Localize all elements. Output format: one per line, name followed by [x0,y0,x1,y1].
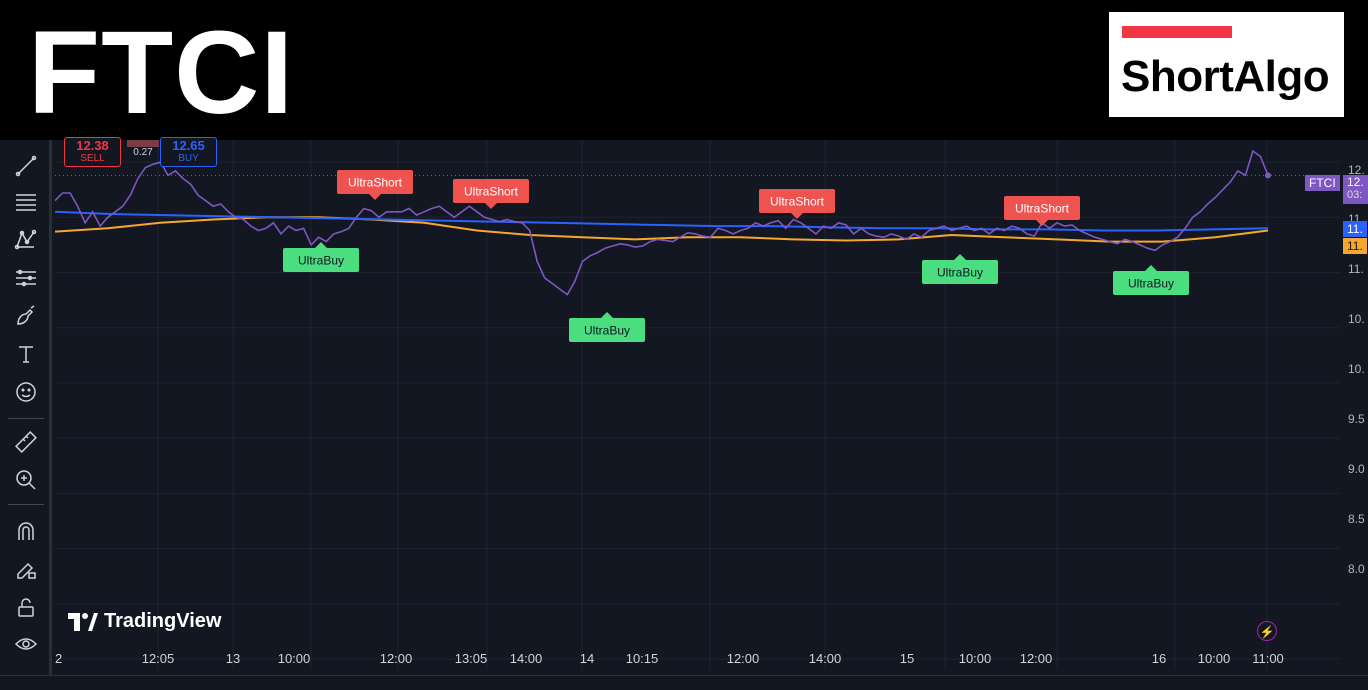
time-axis-label: 10:15 [625,651,659,666]
tradingview-logo-icon [68,612,98,631]
ruler-icon[interactable] [10,426,42,458]
time-axis-label: 13 [225,651,241,666]
ultrabuy-signal: UltraBuy [1113,265,1189,295]
unlock-icon[interactable] [10,592,42,624]
last-price-tag: 12. 03: [1343,175,1368,204]
buy-button[interactable]: 12.65 BUY [160,137,217,167]
buy-price: 12.65 [172,138,205,153]
ultrashort-signal: UltraShort [1004,196,1080,226]
text-icon[interactable] [10,338,42,370]
time-axis-label: 12:00 [379,651,413,666]
watermark-text: TradingView [104,610,222,632]
time-axis-label: 16 [1151,651,1167,666]
fib-retracement-icon[interactable] [10,186,42,218]
spread-indicator: 0.27 [127,140,159,158]
signal-label: UltraShort [348,176,403,190]
price-axis-label: 12. [1348,163,1365,177]
price-chart[interactable]: UltraBuy UltraShort UltraShort UltraBuy Ultr… [55,140,1340,670]
sell-button[interactable]: 12.38 SELL [64,137,121,167]
tradingview-watermark: TradingView [68,610,221,633]
ultrabuy-signal: UltraBuy [922,254,998,284]
price-axis-label: 9.5 [1348,412,1365,426]
ma-orange-tag: 11. [1343,238,1367,254]
video-header-banner: FTCI ShortAlgo [0,0,1368,140]
signal-label: UltraShort [464,185,519,199]
price-line [55,149,1269,296]
sell-label: SELL [80,153,105,164]
last-price-countdown: 03: [1347,189,1363,201]
signal-label: UltraBuy [584,324,630,338]
lock-drawing-icon[interactable] [10,554,42,586]
forecast-icon[interactable] [10,262,42,294]
signal-label: UltraShort [1015,202,1070,216]
trend-line-icon[interactable] [10,150,42,182]
buy-label: BUY [178,153,199,164]
spread-value: 0.27 [133,147,153,158]
sell-price: 12.38 [76,138,109,153]
shortalgo-logo: ShortAlgo [1109,12,1344,117]
time-axis-label: 11:00 [1252,651,1284,666]
price-axis-label: 9.0 [1348,462,1365,476]
time-axis-label: 14 [579,651,595,666]
time-axis-label: 13:05 [454,651,488,666]
ultrabuy-signal: UltraBuy [283,242,359,272]
price-axis-label: 11. [1348,262,1364,276]
price-axis-label: 10. [1348,362,1365,376]
ultrabuy-signal: UltraBuy [569,312,645,342]
lightning-icon[interactable]: ⚡ [1257,621,1277,641]
price-axis-label: 8.5 [1348,512,1365,526]
last-price-value: 12. [1347,175,1364,189]
bottom-toolbar [0,675,1368,690]
time-axis-label: 12:00 [726,651,760,666]
time-axis[interactable]: 2 12:05 13 10:00 12:00 13:05 14:00 14 10:15 12:00… [55,645,1368,675]
price-axis[interactable]: 12. 11. 11. 10. 10. 9.5 9.0 8.5 8.0 [1340,140,1368,670]
signal-label: UltraBuy [937,266,983,280]
signal-label: UltraShort [770,195,825,209]
toolbar-divider [8,418,44,419]
signal-label: UltraBuy [298,254,344,268]
time-axis-label: 12:00 [1019,651,1053,666]
magnet-icon[interactable] [10,516,42,548]
time-axis-label: 10:00 [958,651,992,666]
ticker-title: FTCI [28,7,295,139]
emoji-icon[interactable] [10,376,42,408]
last-price-dot [1265,172,1271,179]
logo-red-bar [1122,26,1232,38]
ma-long-line [55,210,1269,232]
eye-icon[interactable] [10,628,42,660]
brush-icon[interactable] [10,300,42,332]
pattern-icon[interactable] [10,224,42,256]
ultrashort-signal: UltraShort [337,170,413,200]
price-axis-label: 8.0 [1348,562,1365,576]
drawing-toolbar [0,140,52,689]
symbol-tag: FTCI [1305,175,1340,191]
ultrashort-signal: UltraShort [759,189,835,219]
ultrashort-signal: UltraShort [453,179,529,209]
signal-label: UltraBuy [1128,277,1174,291]
logo-text: ShortAlgo [1121,52,1330,101]
time-axis-label: 14:00 [509,651,543,666]
time-axis-label: 12:05 [141,651,175,666]
time-axis-label: 14:00 [808,651,842,666]
time-axis-label: 10:00 [277,651,311,666]
ma-blue-tag: 11. [1343,221,1367,237]
toolbar-divider [8,504,44,505]
time-axis-label: 2 [55,651,63,666]
time-axis-label: 15 [899,651,915,666]
price-axis-label: 10. [1348,312,1365,326]
zoom-in-icon[interactable] [10,464,42,496]
time-axis-label: 10:00 [1197,651,1231,666]
